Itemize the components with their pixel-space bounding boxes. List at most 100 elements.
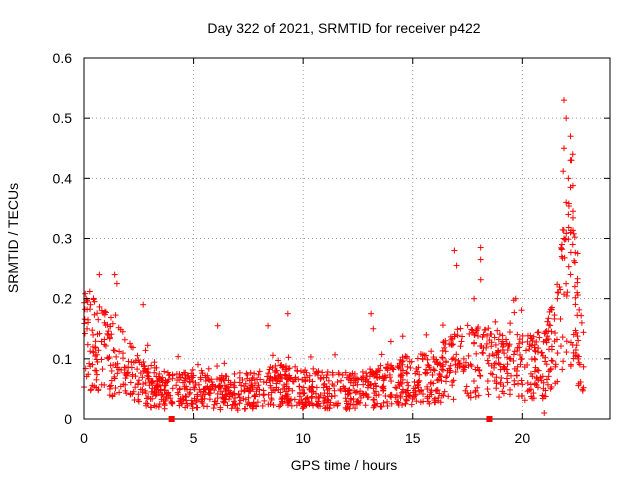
data-point	[205, 365, 212, 372]
data-point	[533, 338, 540, 345]
data-point	[350, 377, 357, 384]
data-point	[475, 392, 482, 399]
data-point	[442, 358, 449, 365]
data-point	[559, 366, 566, 373]
data-point	[430, 366, 437, 373]
data-point	[235, 390, 242, 397]
data-point	[532, 356, 539, 363]
data-point	[108, 367, 115, 374]
data-point	[148, 362, 155, 369]
data-point-outlier	[569, 151, 576, 158]
data-point	[273, 367, 280, 374]
data-point	[140, 380, 147, 387]
data-point	[186, 391, 193, 398]
data-point	[494, 327, 501, 334]
data-point	[387, 338, 394, 345]
data-point	[92, 338, 99, 345]
data-point	[306, 376, 313, 383]
data-point	[122, 387, 129, 394]
data-point	[286, 365, 293, 372]
data-point	[392, 394, 399, 401]
data-point	[443, 378, 450, 385]
data-point	[169, 371, 176, 378]
data-point	[499, 388, 506, 395]
data-point	[547, 322, 554, 329]
data-point	[315, 368, 322, 375]
data-point	[403, 369, 410, 376]
data-point-outlier	[214, 322, 221, 329]
data-point	[484, 386, 491, 393]
data-point	[519, 332, 526, 339]
data-point	[457, 343, 464, 350]
data-point-outlier	[567, 133, 574, 140]
data-point	[544, 381, 551, 388]
data-point	[564, 289, 571, 296]
data-point	[514, 344, 521, 351]
data-point	[165, 372, 172, 379]
data-point	[130, 359, 137, 366]
data-point	[284, 399, 291, 406]
data-point	[183, 397, 190, 404]
data-point-outlier	[560, 97, 567, 104]
data-point	[471, 332, 478, 339]
data-point	[84, 298, 91, 305]
data-point	[145, 375, 152, 382]
data-point	[91, 383, 98, 390]
data-point	[426, 364, 433, 371]
data-point	[231, 370, 238, 377]
data-point	[149, 377, 156, 384]
data-point	[481, 327, 488, 334]
data-point	[353, 388, 360, 395]
data-point	[531, 381, 538, 388]
y-tick-label: 0	[64, 411, 72, 427]
data-point	[429, 371, 436, 378]
data-point	[484, 332, 491, 339]
data-point	[545, 368, 552, 375]
data-point	[574, 333, 581, 340]
x-tick-label: 10	[295, 430, 311, 446]
data-point	[399, 333, 406, 340]
data-point	[107, 382, 114, 389]
data-point	[526, 346, 533, 353]
data-point	[182, 404, 189, 411]
data-point	[341, 385, 348, 392]
data-point	[471, 339, 478, 346]
data-point	[153, 386, 160, 393]
data-point	[542, 328, 549, 335]
data-point	[373, 369, 380, 376]
data-point	[127, 340, 134, 347]
data-point	[543, 339, 550, 346]
grid	[84, 58, 610, 419]
data-point	[104, 330, 111, 337]
data-point	[360, 381, 367, 388]
data-point	[81, 306, 88, 313]
data-point	[395, 379, 402, 386]
data-point	[303, 369, 310, 376]
data-point	[238, 382, 245, 389]
data-point	[248, 382, 255, 389]
data-point	[416, 371, 423, 378]
data-point-outlier	[563, 115, 570, 122]
data-point	[577, 378, 584, 385]
data-point	[521, 397, 528, 404]
data-point	[91, 311, 98, 318]
data-point	[269, 364, 276, 371]
data-point	[544, 318, 551, 325]
data-point-outlier	[571, 283, 578, 290]
data-point	[367, 366, 374, 373]
data-point	[329, 369, 336, 376]
data-point	[446, 365, 453, 372]
data-point	[105, 355, 112, 362]
data-point	[569, 341, 576, 348]
data-point	[368, 381, 375, 388]
data-point	[397, 371, 404, 378]
data-point	[147, 404, 154, 411]
data-point	[223, 385, 230, 392]
data-point	[397, 393, 404, 400]
data-point	[117, 383, 124, 390]
data-point	[407, 364, 414, 371]
data-point	[283, 388, 290, 395]
data-point	[287, 396, 294, 403]
data-point	[445, 393, 452, 400]
